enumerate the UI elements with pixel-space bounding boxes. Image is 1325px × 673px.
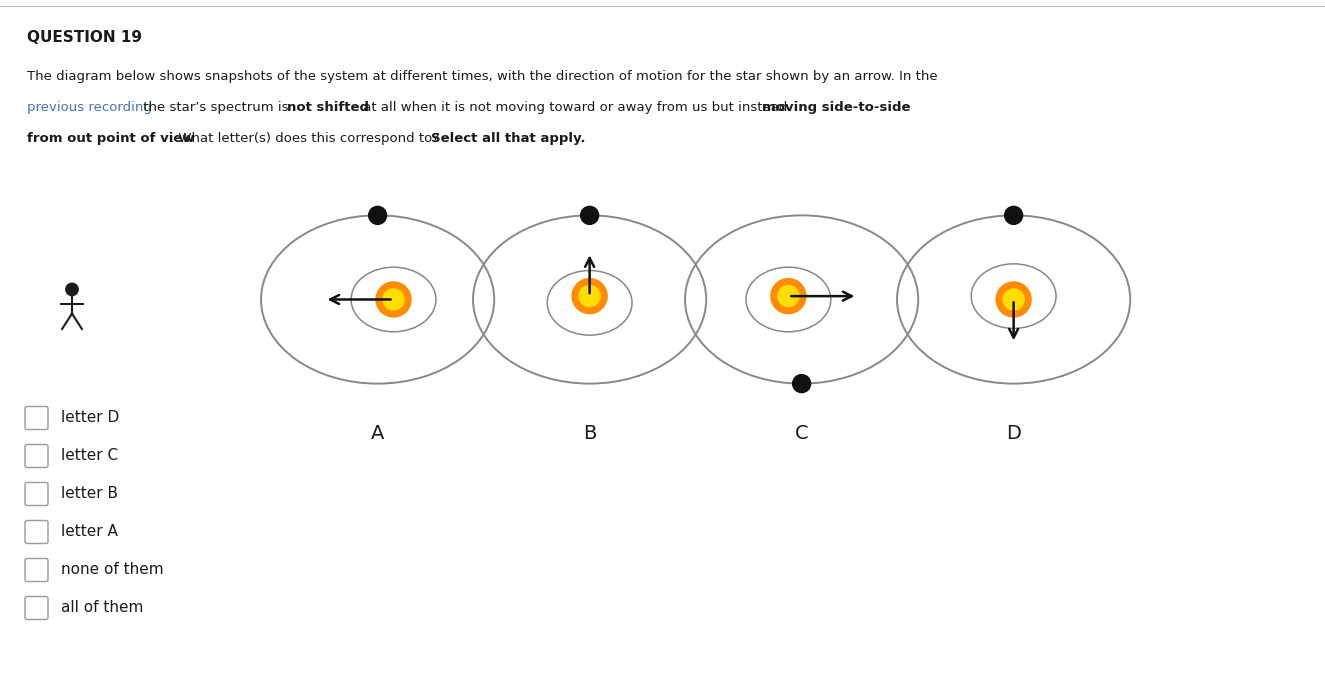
- FancyBboxPatch shape: [25, 559, 48, 581]
- Circle shape: [771, 279, 806, 314]
- Text: letter C: letter C: [61, 448, 118, 462]
- Circle shape: [792, 375, 811, 392]
- Text: letter A: letter A: [61, 524, 118, 538]
- Circle shape: [580, 207, 599, 224]
- Text: previous recording: previous recording: [26, 101, 152, 114]
- Circle shape: [572, 279, 607, 314]
- Text: letter B: letter B: [61, 485, 118, 501]
- Circle shape: [1004, 207, 1023, 224]
- Text: all of them: all of them: [61, 600, 143, 614]
- Text: from out point of view: from out point of view: [26, 132, 195, 145]
- Circle shape: [383, 289, 404, 310]
- Text: none of them: none of them: [61, 561, 163, 577]
- Text: A: A: [371, 424, 384, 443]
- Text: Select all that apply.: Select all that apply.: [431, 132, 586, 145]
- Circle shape: [778, 285, 799, 307]
- Circle shape: [376, 282, 411, 317]
- Text: The diagram below shows snapshots of the system at different times, with the dir: The diagram below shows snapshots of the…: [26, 70, 938, 83]
- Text: . What letter(s) does this correspond to?: . What letter(s) does this correspond to…: [170, 132, 444, 145]
- Text: letter D: letter D: [61, 410, 119, 425]
- Text: moving side-to-side: moving side-to-side: [762, 101, 910, 114]
- Circle shape: [996, 282, 1031, 317]
- Circle shape: [368, 207, 387, 224]
- FancyBboxPatch shape: [25, 483, 48, 505]
- FancyBboxPatch shape: [25, 520, 48, 544]
- Text: the star’s spectrum is: the star’s spectrum is: [139, 101, 293, 114]
- FancyBboxPatch shape: [25, 444, 48, 468]
- Text: at all when it is not moving toward or away from us but instead: at all when it is not moving toward or a…: [359, 101, 791, 114]
- Circle shape: [66, 283, 78, 295]
- Circle shape: [1003, 289, 1024, 310]
- Circle shape: [579, 285, 600, 307]
- Text: QUESTION 19: QUESTION 19: [26, 30, 142, 45]
- Text: not shifted: not shifted: [288, 101, 370, 114]
- Text: C: C: [795, 424, 808, 443]
- FancyBboxPatch shape: [25, 596, 48, 620]
- Text: D: D: [1006, 424, 1022, 443]
- Text: B: B: [583, 424, 596, 443]
- FancyBboxPatch shape: [25, 406, 48, 429]
